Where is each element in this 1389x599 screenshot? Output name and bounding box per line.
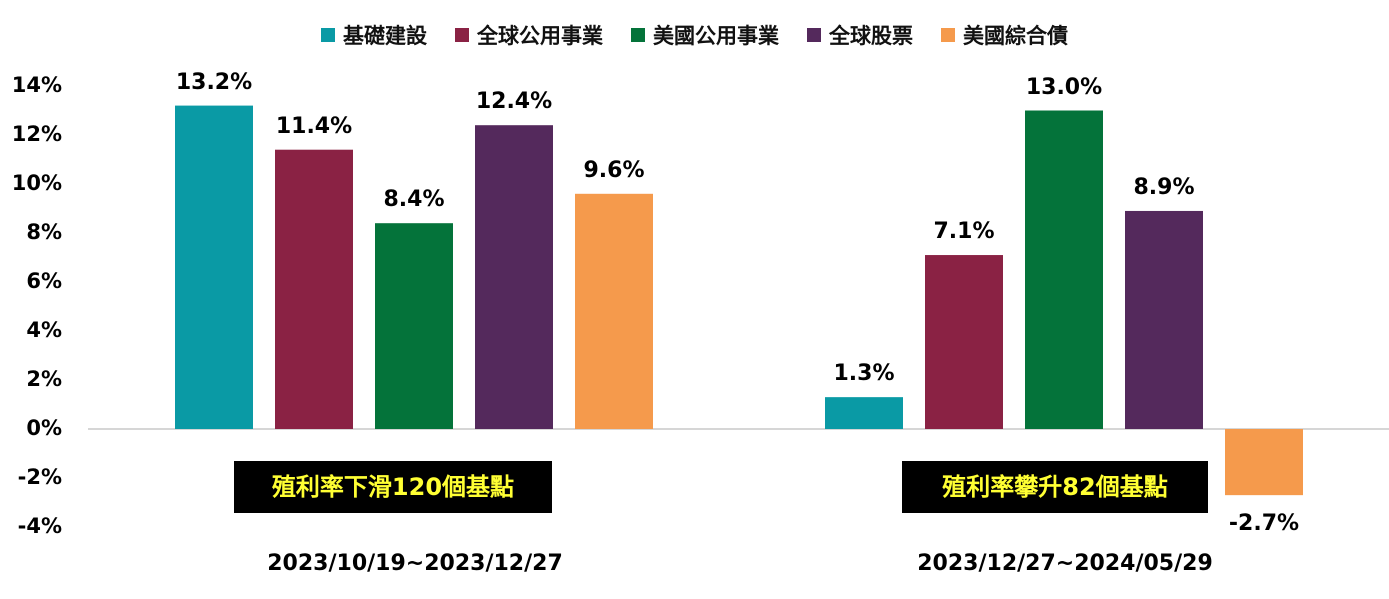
y-tick-label: -4% <box>17 514 62 538</box>
bar-series-2-period-1 <box>275 149 353 429</box>
bar-series-3-period-2 <box>1025 110 1103 429</box>
legend-label: 美國綜合債 <box>963 24 1068 48</box>
legend-swatch <box>455 28 469 42</box>
bar-series-1-period-2 <box>825 397 903 429</box>
data-label: 8.9% <box>1133 174 1195 200</box>
data-label: 13.0% <box>1025 74 1103 100</box>
y-tick-label: 10% <box>11 171 62 195</box>
y-tick-label: 14% <box>11 73 62 97</box>
legend-item: 基礎建設 <box>321 20 427 50</box>
data-label: 1.3% <box>833 361 895 387</box>
bar-series-4-period-1 <box>475 125 553 429</box>
bar-series-3-period-1 <box>375 223 453 429</box>
y-tick-label: 4% <box>26 318 62 342</box>
legend-item: 全球股票 <box>807 20 913 50</box>
annotation-yield-fall: 殖利率下滑120個基點 <box>234 461 552 513</box>
legend-item: 美國綜合債 <box>941 20 1068 50</box>
legend-label: 基礎建設 <box>343 24 427 48</box>
chart-legend: 基礎建設 全球公用事業 美國公用事業 全球股票 美國綜合債 <box>0 20 1389 50</box>
y-tick-label: 12% <box>11 122 62 146</box>
legend-swatch <box>807 28 821 42</box>
bar-series-5-period-2 <box>1225 429 1303 496</box>
bar-series-5-period-1 <box>575 193 653 429</box>
legend-item: 全球公用事業 <box>455 20 603 50</box>
bar-series-4-period-2 <box>1125 210 1203 429</box>
data-label: 9.6% <box>583 157 645 183</box>
category-label-period-1: 2023/10/19~2023/12/27 <box>267 551 563 576</box>
data-label: -2.7% <box>1228 511 1300 537</box>
legend-label: 美國公用事業 <box>653 24 779 48</box>
data-label: 11.4% <box>275 113 353 139</box>
legend-swatch <box>941 28 955 42</box>
annotation-yield-rise: 殖利率攀升82個基點 <box>902 461 1208 513</box>
bar-series-1-period-1 <box>175 105 253 429</box>
data-label: 12.4% <box>475 89 553 115</box>
data-label: 7.1% <box>933 219 995 245</box>
y-tick-label: -2% <box>17 465 62 489</box>
data-label: 13.2% <box>175 69 253 95</box>
y-tick-label: 0% <box>26 416 62 440</box>
y-tick-label: 8% <box>26 220 62 244</box>
legend-label: 全球公用事業 <box>477 24 603 48</box>
data-label: 8.4% <box>383 187 445 213</box>
bar-series-2-period-2 <box>925 255 1003 429</box>
y-tick-label: 6% <box>26 269 62 293</box>
legend-swatch <box>321 28 335 42</box>
legend-label: 全球股票 <box>829 24 913 48</box>
legend-item: 美國公用事業 <box>631 20 779 50</box>
legend-swatch <box>631 28 645 42</box>
category-label-period-2: 2023/12/27~2024/05/29 <box>917 551 1213 576</box>
y-tick-label: 2% <box>26 367 62 391</box>
